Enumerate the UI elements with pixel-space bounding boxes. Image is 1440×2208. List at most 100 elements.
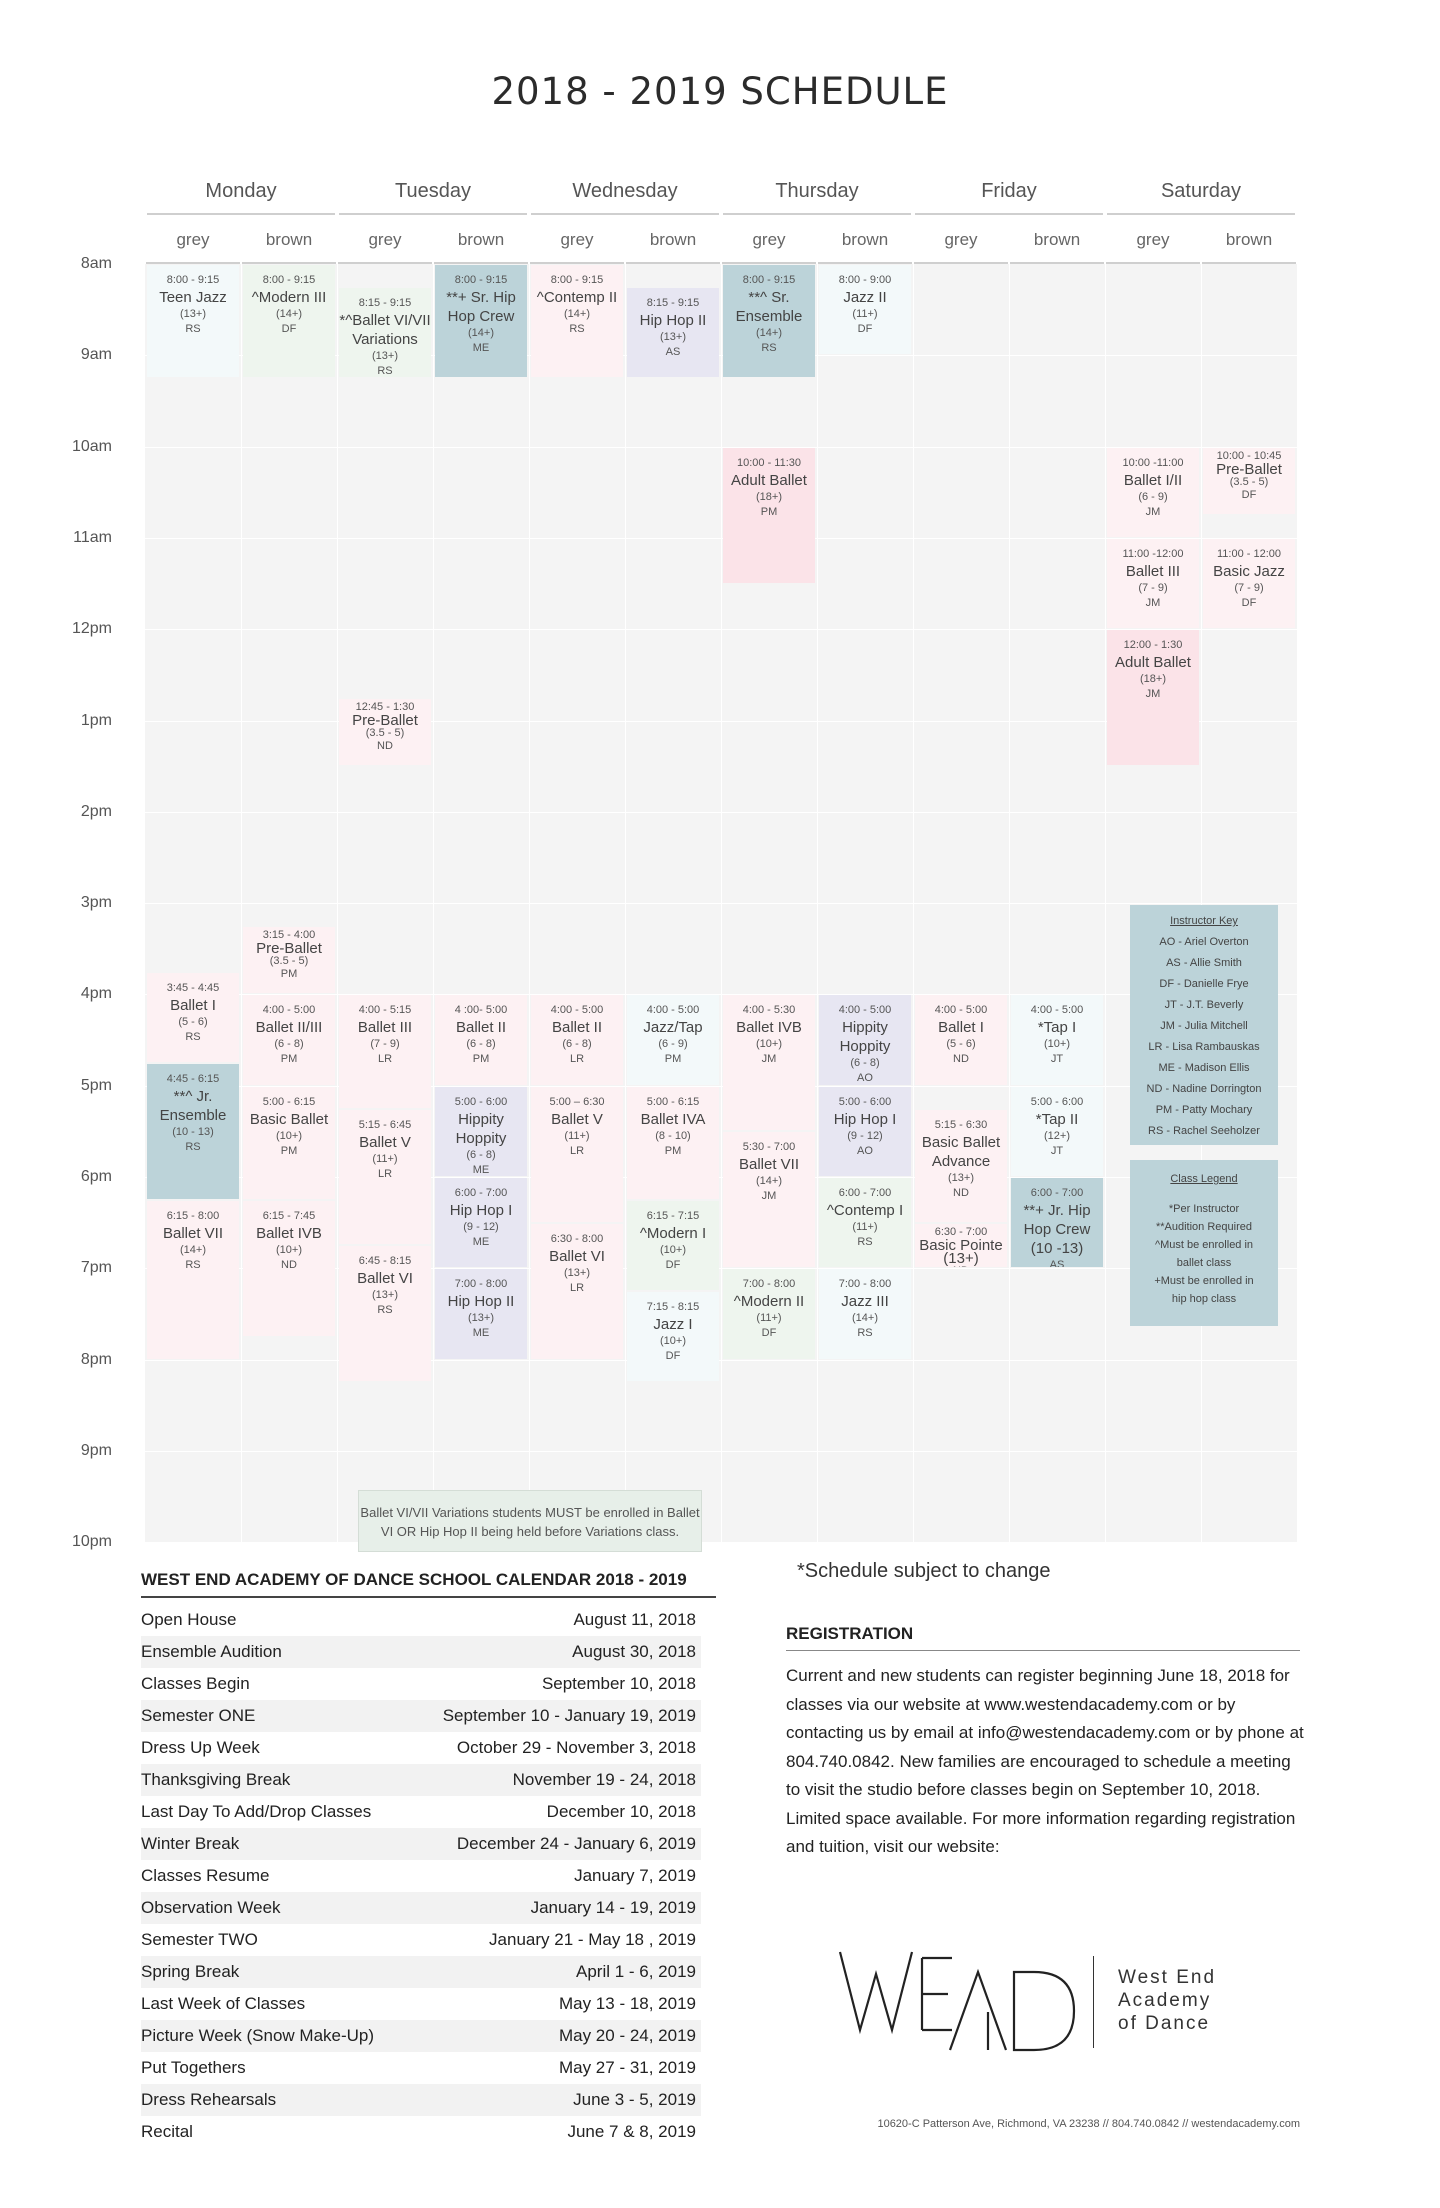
class-block[interactable]: 4:45 - 6:15 **^ Jr. Ensemble (10 - 13) RS <box>147 1063 239 1199</box>
class-time: 6:30 - 8:00 <box>550 1232 604 1245</box>
class-block[interactable]: 7:00 - 8:00 ^Modern II (11+) DF <box>723 1269 815 1359</box>
calendar-date: May 27 - 31, 2019 <box>558 2058 696 2077</box>
calendar-date: May 13 - 18, 2019 <box>558 1994 696 2013</box>
class-block[interactable]: 8:00 - 9:15 Teen Jazz (13+) RS <box>147 265 239 378</box>
day-header-underline <box>531 213 719 215</box>
class-block[interactable]: 7:15 - 8:15 Jazz I (10+) DF <box>627 1292 719 1382</box>
class-time: 6:00 - 7:00 <box>1030 1187 1084 1199</box>
class-instructor: ME <box>472 342 490 354</box>
class-block[interactable]: 5:00 - 6:15 Ballet IVA (8 - 10) PM <box>627 1086 719 1199</box>
class-legend-item: hip hop class <box>1171 1293 1237 1305</box>
class-time: 8:00 - 9:15 <box>166 274 220 286</box>
class-block[interactable]: 5:00 - 6:15 Basic Ballet (10+) PM <box>243 1086 335 1199</box>
class-block[interactable]: 5:00 - 6:00 *Tap II (12+) JT <box>1011 1086 1103 1176</box>
class-block[interactable]: 5:15 - 6:30 Basic Ballet Advance (13+) ND <box>915 1109 1007 1222</box>
calendar-date: December 24 - January 6, 2019 <box>456 1834 696 1853</box>
class-block[interactable]: 3:15 - 4:00 Pre-Ballet (3.5 - 5) PM <box>243 926 335 994</box>
class-block[interactable]: 10:00 - 10:45 Pre-Ballet (3.5 - 5) DF <box>1203 447 1295 515</box>
time-label: 3pm <box>80 894 112 912</box>
grid-hour-line <box>145 1268 1297 1270</box>
class-age: (10+) <box>660 1243 686 1256</box>
class-block[interactable]: 6:45 - 8:15 Ballet VI (13+) RS <box>339 1246 431 1382</box>
class-block[interactable]: 8:15 - 9:15 *^Ballet VI/VII Variations (13… <box>339 287 431 378</box>
class-age: (13+) <box>372 349 398 362</box>
class-block[interactable]: 4 :00- 5:00 Ballet II (6 - 8) PM <box>435 995 527 1085</box>
class-instructor: ME <box>472 1163 490 1176</box>
class-name: Pre-Ballet <box>1216 460 1282 478</box>
calendar-row: Dress Rehearsals June 3 - 5, 2019 <box>141 2084 701 2116</box>
class-block[interactable]: 11:00 - 12:00 Basic Jazz (7 - 9) DF <box>1203 538 1295 629</box>
instructor-key: Instructor Key AO - Ariel Overton AS - Al… <box>1130 905 1278 1145</box>
day-header-underline <box>1107 213 1295 215</box>
class-block[interactable]: 8:00 - 9:15 ^Contemp II (14+) RS <box>531 265 623 378</box>
class-block[interactable]: 10:00 - 11:30 Adult Ballet (18+) PM <box>723 447 815 583</box>
class-name: Ballet VI <box>549 1247 605 1265</box>
class-block[interactable]: 4:00 - 5:15 Ballet III (7 - 9) LR <box>339 995 431 1108</box>
class-time: 10:00 - 10:45 <box>1216 449 1282 462</box>
room-header-brown: brown <box>1010 218 1104 264</box>
class-block[interactable]: 6:15 - 7:45 Ballet IVB (10+) ND <box>243 1200 335 1336</box>
class-block[interactable]: 5:30 - 7:00 Ballet VII (14+) JM <box>723 1132 815 1268</box>
calendar-date: January 21 - May 18 , 2019 <box>489 1930 696 1949</box>
class-block[interactable]: 8:15 - 9:15 Hip Hop II (13+) AS <box>627 287 719 378</box>
class-block[interactable]: 6:00 - 7:00 Hip Hop I (9 - 12) ME <box>435 1178 527 1268</box>
class-block[interactable]: 4:00 - 5:00 Hippity Hoppity (6 - 8) AO <box>819 995 911 1085</box>
class-block[interactable]: 4:00 - 5:00 Ballet II/III (6 - 8) PM <box>243 995 335 1085</box>
grid-column-divider <box>1009 264 1010 1542</box>
class-block[interactable]: 3:45 - 4:45 Ballet I (5 - 6) RS <box>147 972 239 1062</box>
class-block[interactable]: 4:00 - 5:00 Ballet I (5 - 6) ND <box>915 995 1007 1085</box>
class-block[interactable]: 11:00 -12:00 Ballet III (7 - 9) JM <box>1107 538 1199 629</box>
class-block[interactable]: 6:30 - 8:00 Ballet VI (13+) LR <box>531 1223 623 1359</box>
class-instructor: RS <box>857 1327 873 1340</box>
class-block[interactable]: 8:00 - 9:15 **+ Sr. Hip Hop Crew (14+) ME <box>435 265 527 378</box>
instructor-key-item: DF - Danielle Frye <box>1159 978 1249 990</box>
class-block[interactable]: 5:00 - 6:00 Hippity Hoppity (6 - 8) ME <box>435 1086 527 1176</box>
class-age: (5 - 6) <box>946 1038 976 1051</box>
class-block[interactable]: 4:00 - 5:00 Jazz/Tap (6 - 9) PM <box>627 995 719 1085</box>
class-name: *Tap I <box>1037 1019 1077 1037</box>
class-name: **^ Jr. Ensemble <box>159 1087 227 1124</box>
class-age: (7 - 9) <box>370 1038 400 1051</box>
class-instructor: ME <box>472 1327 490 1340</box>
class-block[interactable]: 12:45 - 1:30 Pre-Ballet (3.5 - 5) ND <box>339 698 431 766</box>
calendar-date: April 1 - 6, 2019 <box>575 1962 696 1981</box>
class-block[interactable]: 5:00 - 6:00 Hip Hop I (9 - 12) AO <box>819 1086 911 1176</box>
grid-hour-line <box>145 537 1297 539</box>
class-block[interactable]: 8:00 - 9:15 **^ Sr. Ensemble (14+) RS <box>723 265 815 378</box>
class-age: (11+) <box>564 1129 590 1142</box>
registration-heading: REGISTRATION <box>786 1624 1300 1651</box>
wead-logo-mark <box>838 1951 1076 2052</box>
calendar-row: Classes Begin September 10, 2018 <box>141 1668 701 1700</box>
class-block[interactable]: 8:00 - 9:15 ^Modern III (14+) DF <box>243 265 335 378</box>
class-block[interactable]: 5:15 - 6:45 Ballet V (11+) LR <box>339 1109 431 1245</box>
class-age: (14+) <box>852 1312 878 1325</box>
class-block[interactable]: 4:00 - 5:30 Ballet IVB (10+) JM <box>723 995 815 1131</box>
class-block[interactable]: 6:15 - 7:15 ^Modern I (10+) DF <box>627 1200 719 1291</box>
class-block[interactable]: 6:00 - 7:00 ^Contemp I (11+) RS <box>819 1178 911 1268</box>
class-block[interactable]: 4:00 - 5:00 *Tap I (10+) JT <box>1011 995 1103 1085</box>
grid-hour-line <box>145 355 1297 357</box>
class-block[interactable]: 10:00 -11:00 Ballet I/II (6 - 9) JM <box>1107 447 1199 537</box>
day-header-wednesday: Wednesday <box>572 180 678 202</box>
calendar-row: Thanksgiving Break November 19 - 24, 2018 <box>141 1764 701 1796</box>
class-block[interactable]: 6:15 - 8:00 Ballet VII (14+) RS <box>147 1200 239 1359</box>
class-age: (12+) <box>1044 1129 1070 1142</box>
class-name: ^Contemp II <box>536 289 618 306</box>
time-label: 4pm <box>80 985 112 1003</box>
class-block[interactable]: 12:00 - 1:30 Adult Ballet (18+) JM <box>1107 630 1199 766</box>
class-block[interactable]: 7:00 - 8:00 Hip Hop II (13+) ME <box>435 1269 527 1359</box>
calendar-row: Classes Resume January 7, 2019 <box>141 1860 701 1892</box>
class-block[interactable]: 4:00 - 5:00 Ballet II (6 - 8) LR <box>531 995 623 1085</box>
calendar-row: Open House August 11, 2018 <box>141 1604 701 1636</box>
calendar-date: August 30, 2018 <box>572 1642 696 1661</box>
class-block[interactable]: 5:00 – 6:30 Ballet V (11+) LR <box>531 1086 623 1222</box>
class-block[interactable]: 7:00 - 8:00 Jazz III (14+) RS <box>819 1269 911 1359</box>
grid-hour-line <box>145 629 1297 631</box>
class-block[interactable]: 8:00 - 9:00 Jazz II (11+) DF <box>819 265 911 355</box>
class-block[interactable]: 6:00 - 7:00 **+ Jr. Hip Hop Crew (10 -13)… <box>1011 1178 1103 1268</box>
room-header-grey: grey <box>530 218 624 264</box>
instructor-key-item: AO - Ariel Overton <box>1159 936 1249 948</box>
class-name: Hippity Hoppity <box>839 1019 891 1056</box>
calendar-date: October 29 - November 3, 2018 <box>456 1738 696 1757</box>
